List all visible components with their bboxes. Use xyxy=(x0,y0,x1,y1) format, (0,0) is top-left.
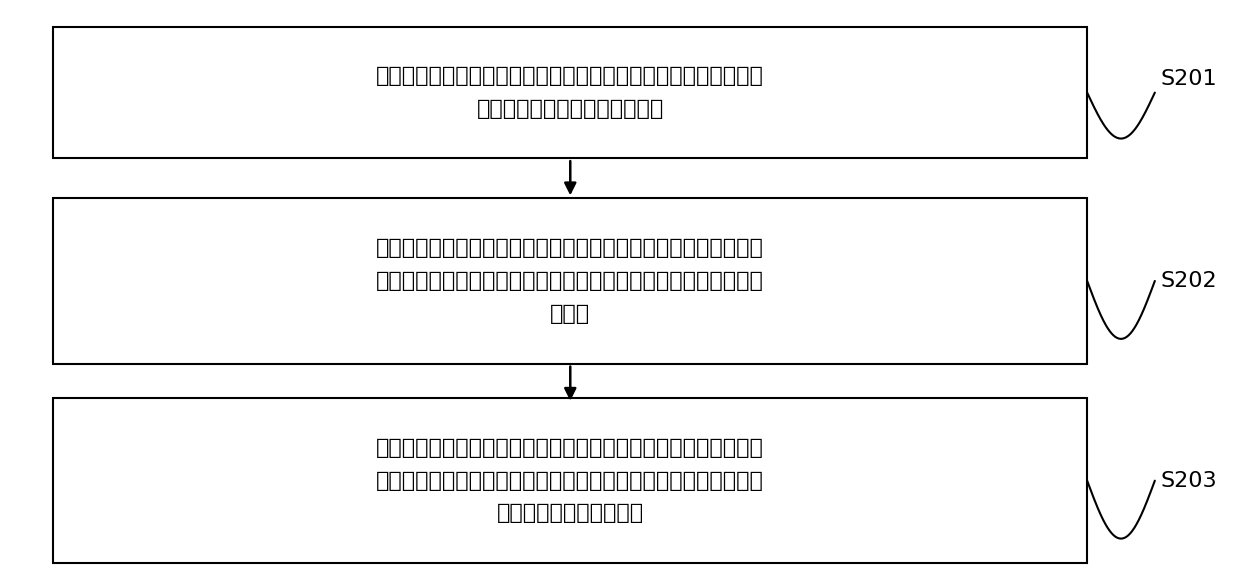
FancyBboxPatch shape xyxy=(53,198,1087,364)
FancyBboxPatch shape xyxy=(53,27,1087,158)
Text: S203: S203 xyxy=(1161,471,1218,490)
Text: 在第一稳态下，分别测量各理想电压源的工作参数，并基于工作参
数，将各理想电压源切换到同步发电机运行模式，并在切换后进行
潮流计算，获取潮流断面: 在第一稳态下，分别测量各理想电压源的工作参数，并基于工作参 数，将各理想电压源切… xyxy=(377,438,764,523)
Text: S201: S201 xyxy=(1161,69,1218,89)
FancyBboxPatch shape xyxy=(53,398,1087,563)
Text: S202: S202 xyxy=(1161,271,1218,291)
Text: 将对目标交直流混联系统的潮流计算结果导入目标交直流混联系统
的相应母线元件，并对目标交直流混联系统进行爬坡启动，达到第
一稳态: 将对目标交直流混联系统的潮流计算结果导入目标交直流混联系统 的相应母线元件，并对… xyxy=(377,238,764,324)
Text: 将目标交直流混联系统中的所有同步发电机等效为理想电压源，并
设置理想电压源的爬坡启动参数: 将目标交直流混联系统中的所有同步发电机等效为理想电压源，并 设置理想电压源的爬坡… xyxy=(377,66,764,119)
